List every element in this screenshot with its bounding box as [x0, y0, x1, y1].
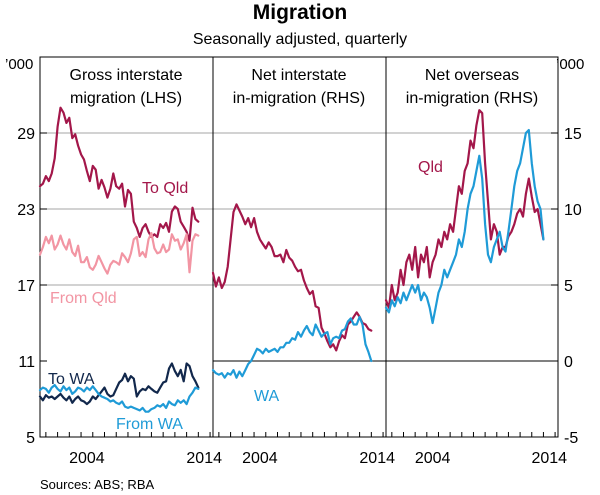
- right-axis-unit: ’000: [556, 56, 584, 73]
- panel-titles: Gross interstate migration (LHS) Net int…: [70, 67, 539, 107]
- series-line-panel2-wa: [211, 315, 373, 379]
- left-axis-unit: ’000: [5, 56, 33, 73]
- chart-title: Migration: [253, 1, 348, 24]
- series-line-panel1-to-wa: [38, 362, 200, 406]
- label-qld-net-overseas: Qld: [418, 159, 443, 176]
- label-to-qld: To Qld: [142, 180, 188, 197]
- panel-3-title-line-2: in-migration (RHS): [406, 90, 538, 107]
- panel-2-title-line-2: in-migration (RHS): [233, 90, 365, 107]
- plot-border: [39, 56, 559, 438]
- chart-subtitle: Seasonally adjusted, quarterly: [193, 31, 407, 48]
- right-tick-label-5: 5: [564, 278, 573, 295]
- right-tick-label-15: 15: [564, 126, 582, 143]
- left-tick-label-17: 17: [17, 278, 35, 295]
- series-line-panel1-to-qld: [38, 106, 200, 242]
- panel-2-title-line-1: Net interstate: [251, 67, 346, 84]
- left-tick-label-29: 29: [17, 126, 35, 143]
- source-note: Sources: ABS; RBA: [40, 477, 154, 492]
- series-line-panel1-from-wa: [38, 384, 200, 413]
- right-tick-label--5: -5: [564, 430, 578, 447]
- right-tick-label-10: 10: [564, 202, 582, 219]
- left-tick-label-23: 23: [17, 202, 35, 219]
- x-tick-label-2-2014: 2014: [359, 450, 395, 467]
- series-annotations: To Qld From Qld To WA From WA WA Qld: [48, 159, 443, 433]
- series-line-panel3-wa: [384, 128, 545, 325]
- axis-ticks: 5 11 17 23 29 -5 0 5 10 15 2004 2014 2004 2014 2004 201…: [17, 126, 582, 467]
- series-line-panel3-qld: [384, 109, 545, 309]
- left-tick-label-5: 5: [26, 430, 35, 447]
- label-wa-net-interstate: WA: [254, 388, 280, 405]
- x-tick-label-2-2004: 2004: [242, 450, 278, 467]
- panel-3-title-line-1: Net overseas: [425, 67, 519, 84]
- label-to-wa: To WA: [48, 371, 95, 388]
- right-tick-label-0: 0: [564, 354, 573, 371]
- x-tick-label-3-2004: 2004: [415, 450, 451, 467]
- plot-frame: [39, 56, 559, 438]
- x-tick-label-1-2014: 2014: [186, 450, 222, 467]
- label-from-qld: From Qld: [50, 290, 117, 307]
- series-line-panel2-qld: [211, 203, 373, 352]
- panel-1-title-line-2: migration (LHS): [70, 90, 182, 107]
- panel-1-title-line-1: Gross interstate: [70, 67, 183, 84]
- series-layer: [38, 106, 545, 413]
- x-tick-label-1-2004: 2004: [69, 450, 105, 467]
- left-tick-label-11: 11: [18, 354, 35, 371]
- series-line-panel1-from-qld: [38, 232, 200, 275]
- label-from-wa: From WA: [116, 416, 183, 433]
- x-tick-label-3-2014: 2014: [531, 450, 567, 467]
